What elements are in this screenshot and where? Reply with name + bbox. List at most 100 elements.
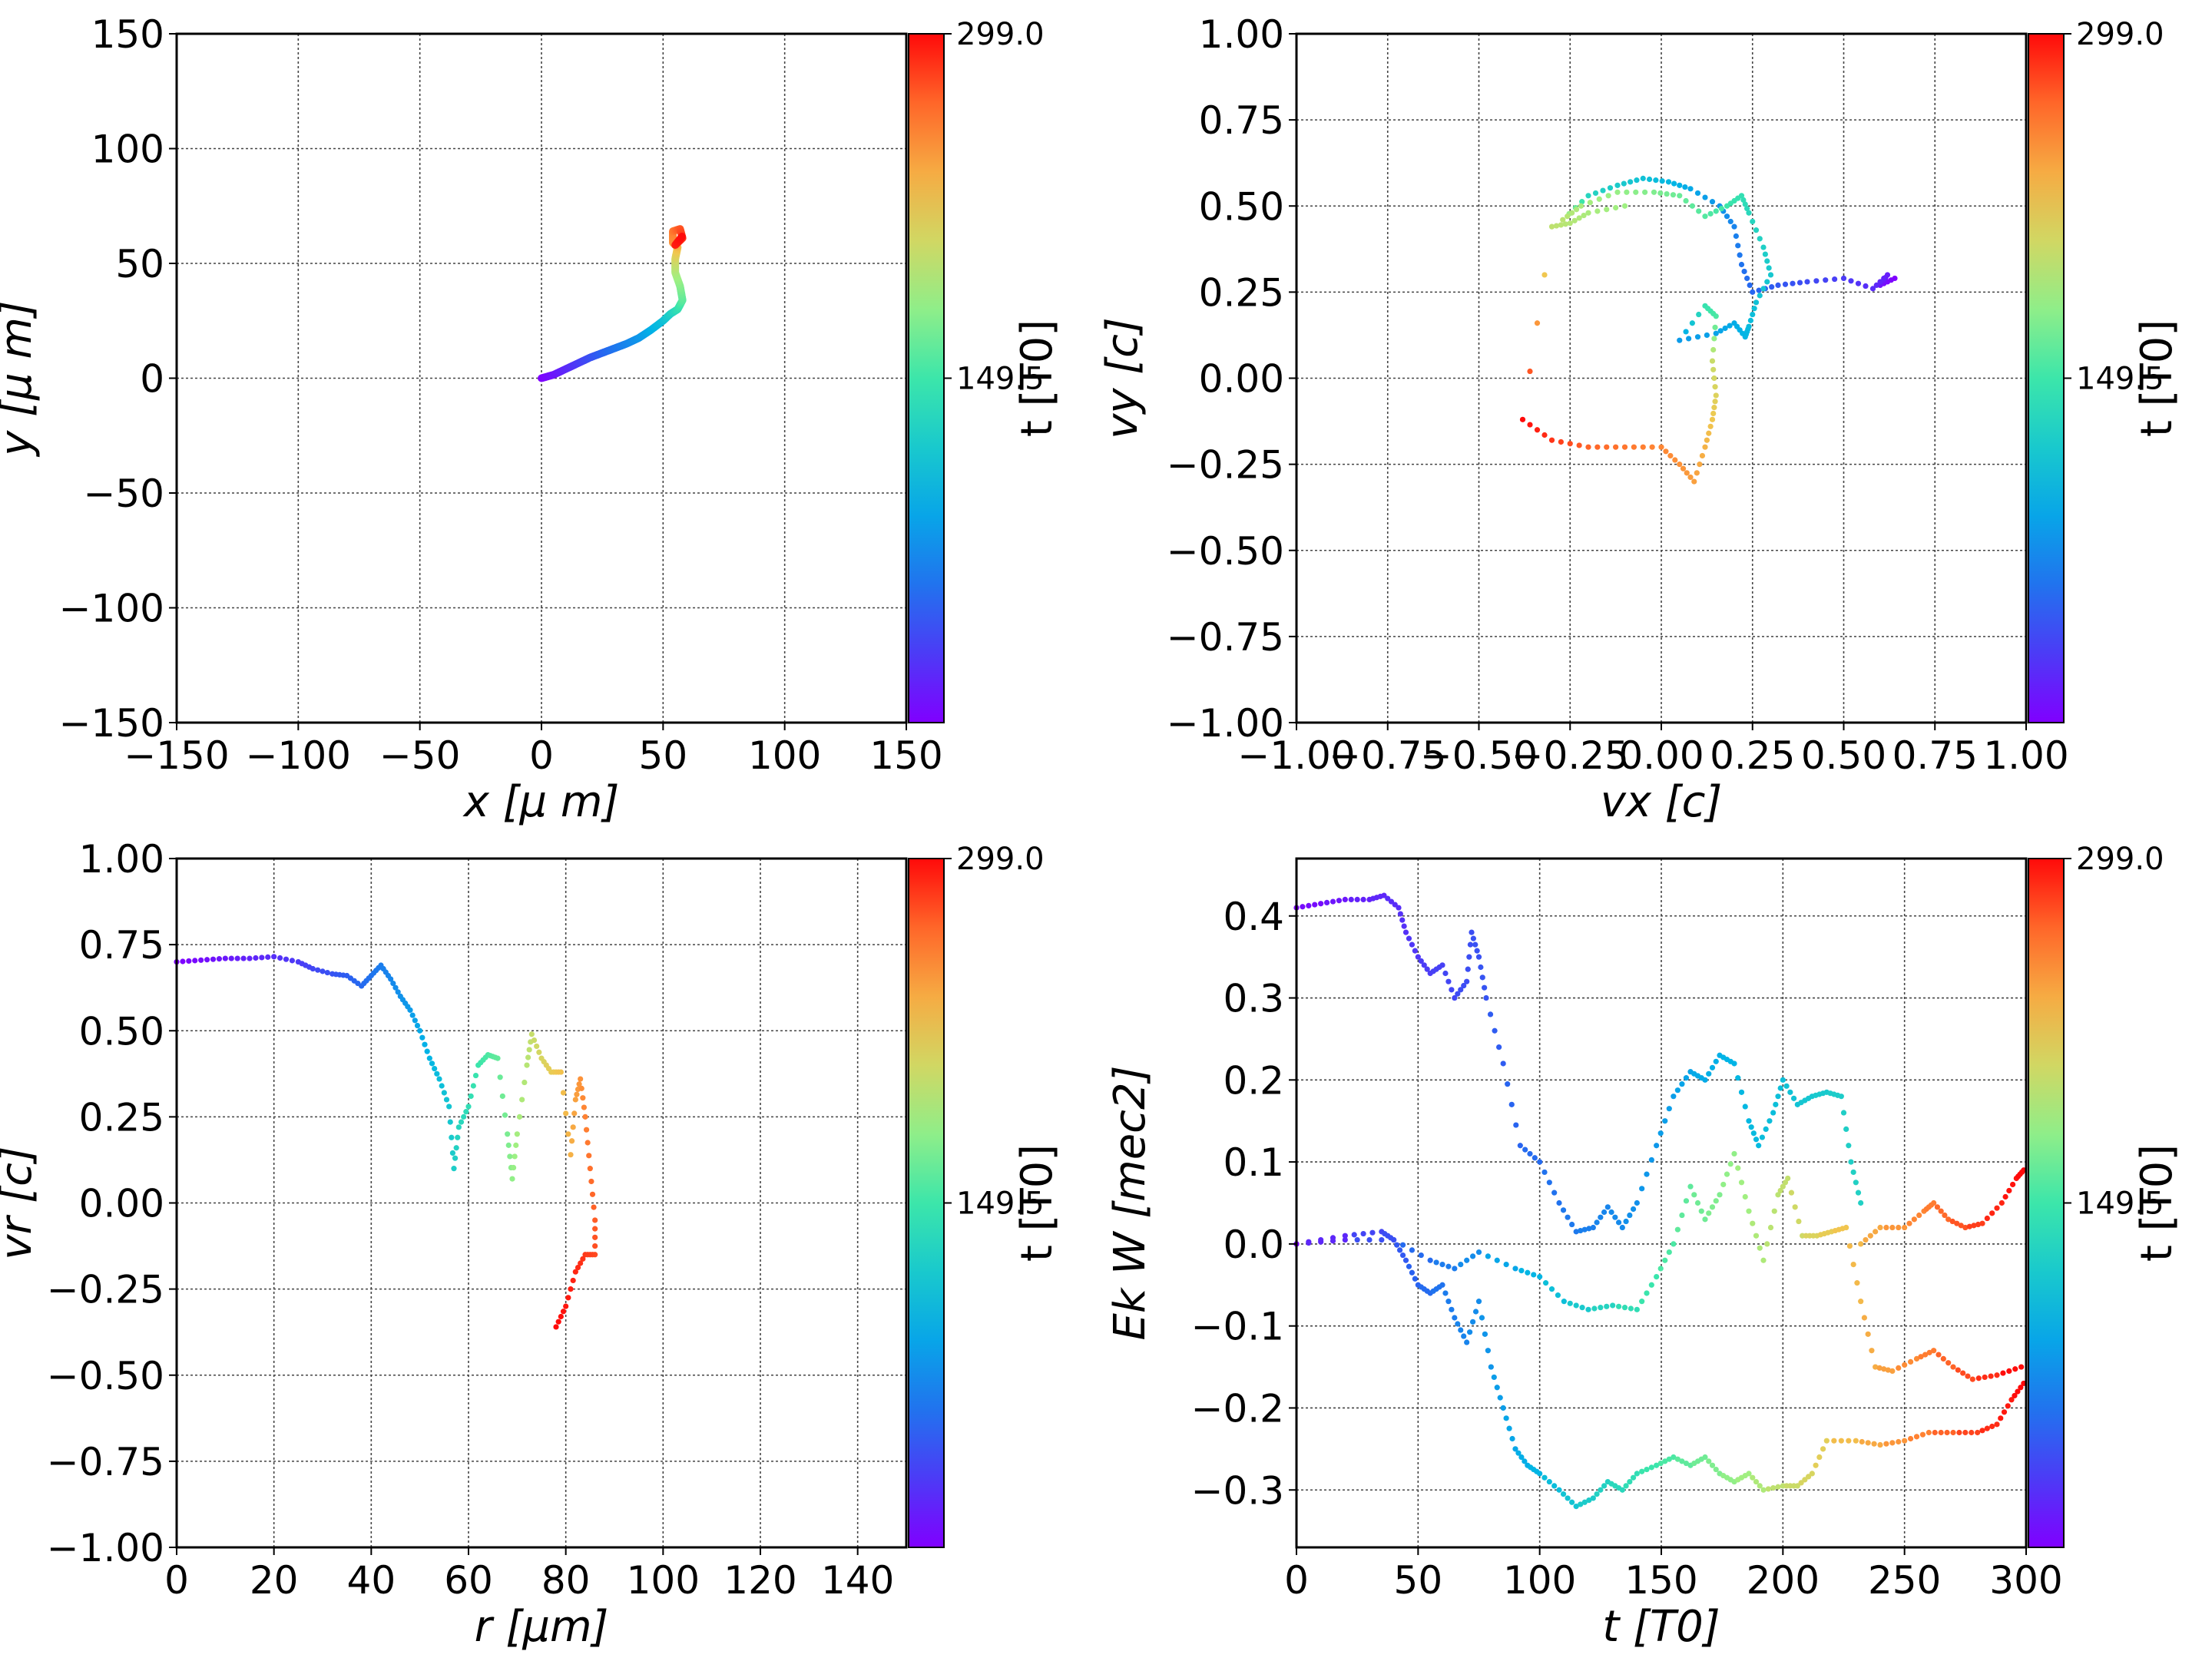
data-point <box>1750 218 1756 225</box>
data-point <box>1573 1229 1579 1235</box>
data-point <box>588 1178 594 1185</box>
x-tick-label: 100 <box>627 1558 700 1603</box>
data-point <box>1512 1266 1518 1272</box>
data-point <box>1562 221 1568 227</box>
data-point <box>558 1313 564 1320</box>
data-point <box>1770 1110 1777 1116</box>
data-point <box>2012 1392 2018 1399</box>
data-point <box>1548 223 1555 230</box>
y-tick-label: 0.00 <box>1199 357 1284 402</box>
data-point <box>1644 1171 1650 1177</box>
data-point <box>1773 1101 1779 1107</box>
data-point <box>1902 1224 1908 1231</box>
data-point <box>240 955 247 961</box>
data-point <box>1771 1208 1777 1214</box>
data-point <box>2005 1403 2011 1409</box>
data-point <box>1594 1491 1600 1497</box>
data-point <box>1765 1486 1771 1492</box>
data-point <box>1461 982 1467 989</box>
data-point <box>1677 182 1683 188</box>
data-point <box>1677 462 1683 468</box>
data-point <box>1672 457 1678 463</box>
y-tick-label: 0.50 <box>1199 184 1284 229</box>
data-point <box>1412 948 1418 954</box>
y-tick-label: −0.2 <box>1191 1386 1284 1431</box>
data-point <box>434 1070 440 1077</box>
data-point <box>1858 1241 1864 1247</box>
data-point <box>1594 208 1601 214</box>
data-point <box>1565 1214 1571 1220</box>
data-point <box>1527 1150 1533 1157</box>
data-point <box>528 1031 535 1037</box>
data-point <box>180 958 186 965</box>
data-point <box>271 954 277 960</box>
data-point <box>1805 1474 1812 1480</box>
data-point <box>1614 189 1621 195</box>
series-1 <box>1293 1150 2025 1382</box>
data-point <box>1478 964 1484 971</box>
data-point <box>1796 1218 1802 1225</box>
data-point <box>446 1104 452 1110</box>
data-point <box>1702 194 1708 200</box>
data-point <box>1605 193 1611 199</box>
data-point <box>1623 1483 1629 1489</box>
data-point <box>1532 1155 1538 1161</box>
data-point <box>2006 1187 2012 1194</box>
data-point <box>1671 180 1677 187</box>
data-point <box>1556 1199 1562 1206</box>
series-0 <box>1293 892 1864 1235</box>
data-point <box>1971 1223 1977 1229</box>
data-point <box>1649 444 1655 450</box>
data-point <box>283 956 290 962</box>
data-point <box>1975 1429 1981 1436</box>
data-point <box>1979 1428 1985 1434</box>
data-point <box>1873 1229 1879 1235</box>
data-point <box>1360 1230 1366 1237</box>
data-point <box>1756 1143 1762 1149</box>
data-point <box>584 1140 591 1146</box>
data-point <box>432 1065 438 1072</box>
data-point <box>1722 325 1728 332</box>
data-point <box>424 1048 430 1054</box>
y-tick-label: 0.3 <box>1223 977 1284 1021</box>
data-point <box>1421 962 1427 968</box>
data-point <box>1500 1405 1506 1411</box>
data-point <box>1735 1165 1741 1171</box>
data-point <box>1790 1095 1797 1101</box>
data-point <box>1843 1126 1849 1132</box>
data-point <box>1949 1218 1955 1225</box>
data-point <box>1717 328 1724 334</box>
data-point <box>1682 184 1688 190</box>
data-point <box>1654 1462 1660 1468</box>
data-point <box>1546 1180 1552 1186</box>
data-point <box>2018 1385 2024 1391</box>
data-point <box>1472 941 1479 948</box>
data-point <box>1709 358 1716 364</box>
data-point <box>1464 1339 1470 1345</box>
data-point <box>1889 1368 1896 1375</box>
x-tick-label: 20 <box>250 1558 299 1603</box>
data-point <box>1604 207 1610 213</box>
data-point <box>1579 1305 1585 1311</box>
data-point <box>555 1319 561 1325</box>
data-point <box>1782 281 1789 287</box>
data-point <box>1385 895 1391 902</box>
y-tick-label: −0.50 <box>47 1354 164 1398</box>
data-point <box>1639 1186 1645 1192</box>
data-point <box>1558 438 1564 445</box>
data-point <box>1657 1266 1664 1272</box>
x-tick-label: 120 <box>724 1558 796 1603</box>
data-point <box>1519 416 1526 422</box>
data-point <box>555 1069 561 1075</box>
data-point <box>583 1127 590 1133</box>
data-point <box>1578 1227 1584 1234</box>
y-tick-label: 0.75 <box>79 923 164 968</box>
data-point <box>1439 1261 1445 1268</box>
data-point <box>1865 1331 1871 1337</box>
data-point <box>1902 1362 1908 1368</box>
data-point <box>1711 405 1717 411</box>
data-point <box>1483 994 1489 1001</box>
data-point <box>1989 1210 1995 1216</box>
data-point <box>210 956 217 962</box>
data-point <box>1534 320 1541 326</box>
